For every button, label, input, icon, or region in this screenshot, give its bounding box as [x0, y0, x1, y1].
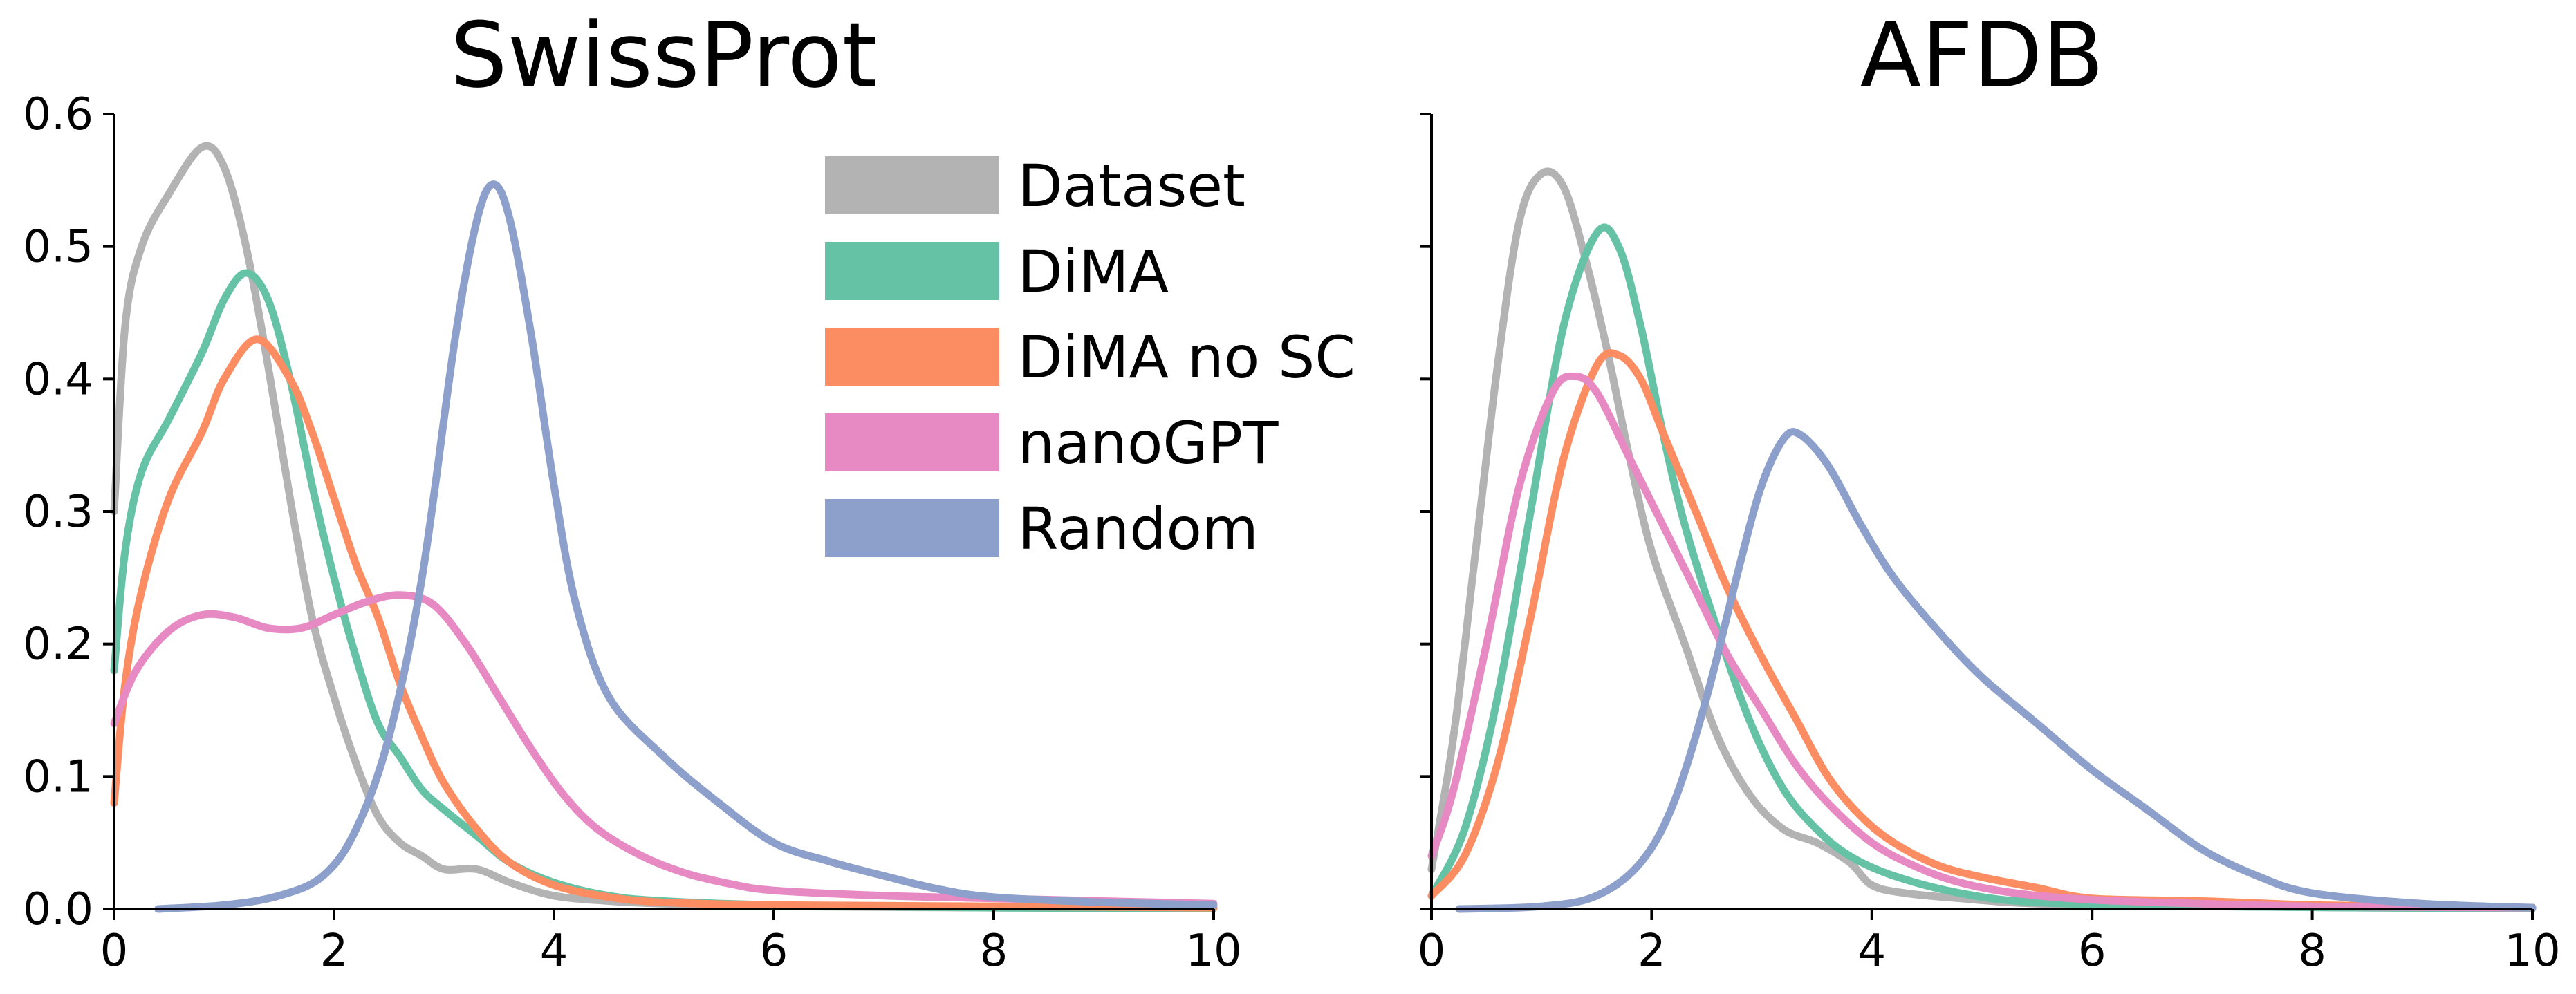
- y-tick-label: 0.2: [23, 619, 93, 671]
- x-tick-label: 10: [1185, 926, 1241, 977]
- chart-title: AFDB: [1860, 3, 2104, 108]
- legend-swatch-dataset: [825, 156, 999, 214]
- legend-swatch-random: [825, 499, 999, 557]
- x-tick-label: 0: [1418, 926, 1446, 977]
- series-line-dima: [1427, 223, 2537, 912]
- legend-label: Random: [1018, 495, 1259, 563]
- chart-title: SwissProt: [450, 3, 878, 108]
- y-tick-label: 0.6: [23, 89, 93, 140]
- y-tick-label: 0.3: [23, 487, 93, 538]
- legend-label: nanoGPT: [1018, 409, 1279, 477]
- legend-label: DiMA no SC: [1018, 323, 1355, 391]
- y-tick-label: 0.0: [23, 884, 93, 935]
- series-line-nanogpt: [110, 591, 1218, 908]
- legend-swatch-dima: [825, 242, 999, 300]
- x-tick-label: 2: [1638, 926, 1666, 977]
- y-tick-label: 0.4: [23, 354, 93, 405]
- x-tick-label: 8: [980, 926, 1008, 977]
- x-tick-label: 10: [2504, 926, 2560, 977]
- legend-label: Dataset: [1018, 152, 1245, 220]
- y-tick-label: 0.5: [23, 222, 93, 273]
- x-tick-label: 8: [2298, 926, 2326, 977]
- legend: Dataset DiMA DiMA no SC nanoGPT Random: [825, 152, 1355, 563]
- chart-swissprot: SwissProt 0 2 4 6 8 10 0.0 0.1 0.2 0.3 0.4 0.5 0.6 Dat…: [23, 3, 1355, 977]
- y-tick-label: 0.1: [23, 751, 93, 803]
- chart-afdb: AFDB 0 2 4 6 8 10: [1418, 3, 2561, 977]
- legend-label: DiMA: [1018, 238, 1169, 306]
- series-line-dima-no-sc: [1427, 349, 2537, 912]
- x-tick-label: 0: [100, 926, 129, 977]
- series-line-dima-no-sc: [110, 335, 1218, 912]
- legend-swatch-nanogpt: [825, 413, 999, 471]
- x-tick-label: 6: [2078, 926, 2106, 977]
- series-line-random: [154, 180, 1218, 913]
- legend-swatch-dima-no-sc: [825, 328, 999, 386]
- series-line-dataset: [1427, 167, 2537, 912]
- x-tick-label: 2: [320, 926, 349, 977]
- series-line-nanogpt: [1427, 372, 2537, 912]
- x-tick-label: 6: [760, 926, 788, 977]
- x-tick-label: 4: [1857, 926, 1886, 977]
- x-tick-label: 4: [540, 926, 568, 977]
- series-line-random: [1455, 428, 2537, 913]
